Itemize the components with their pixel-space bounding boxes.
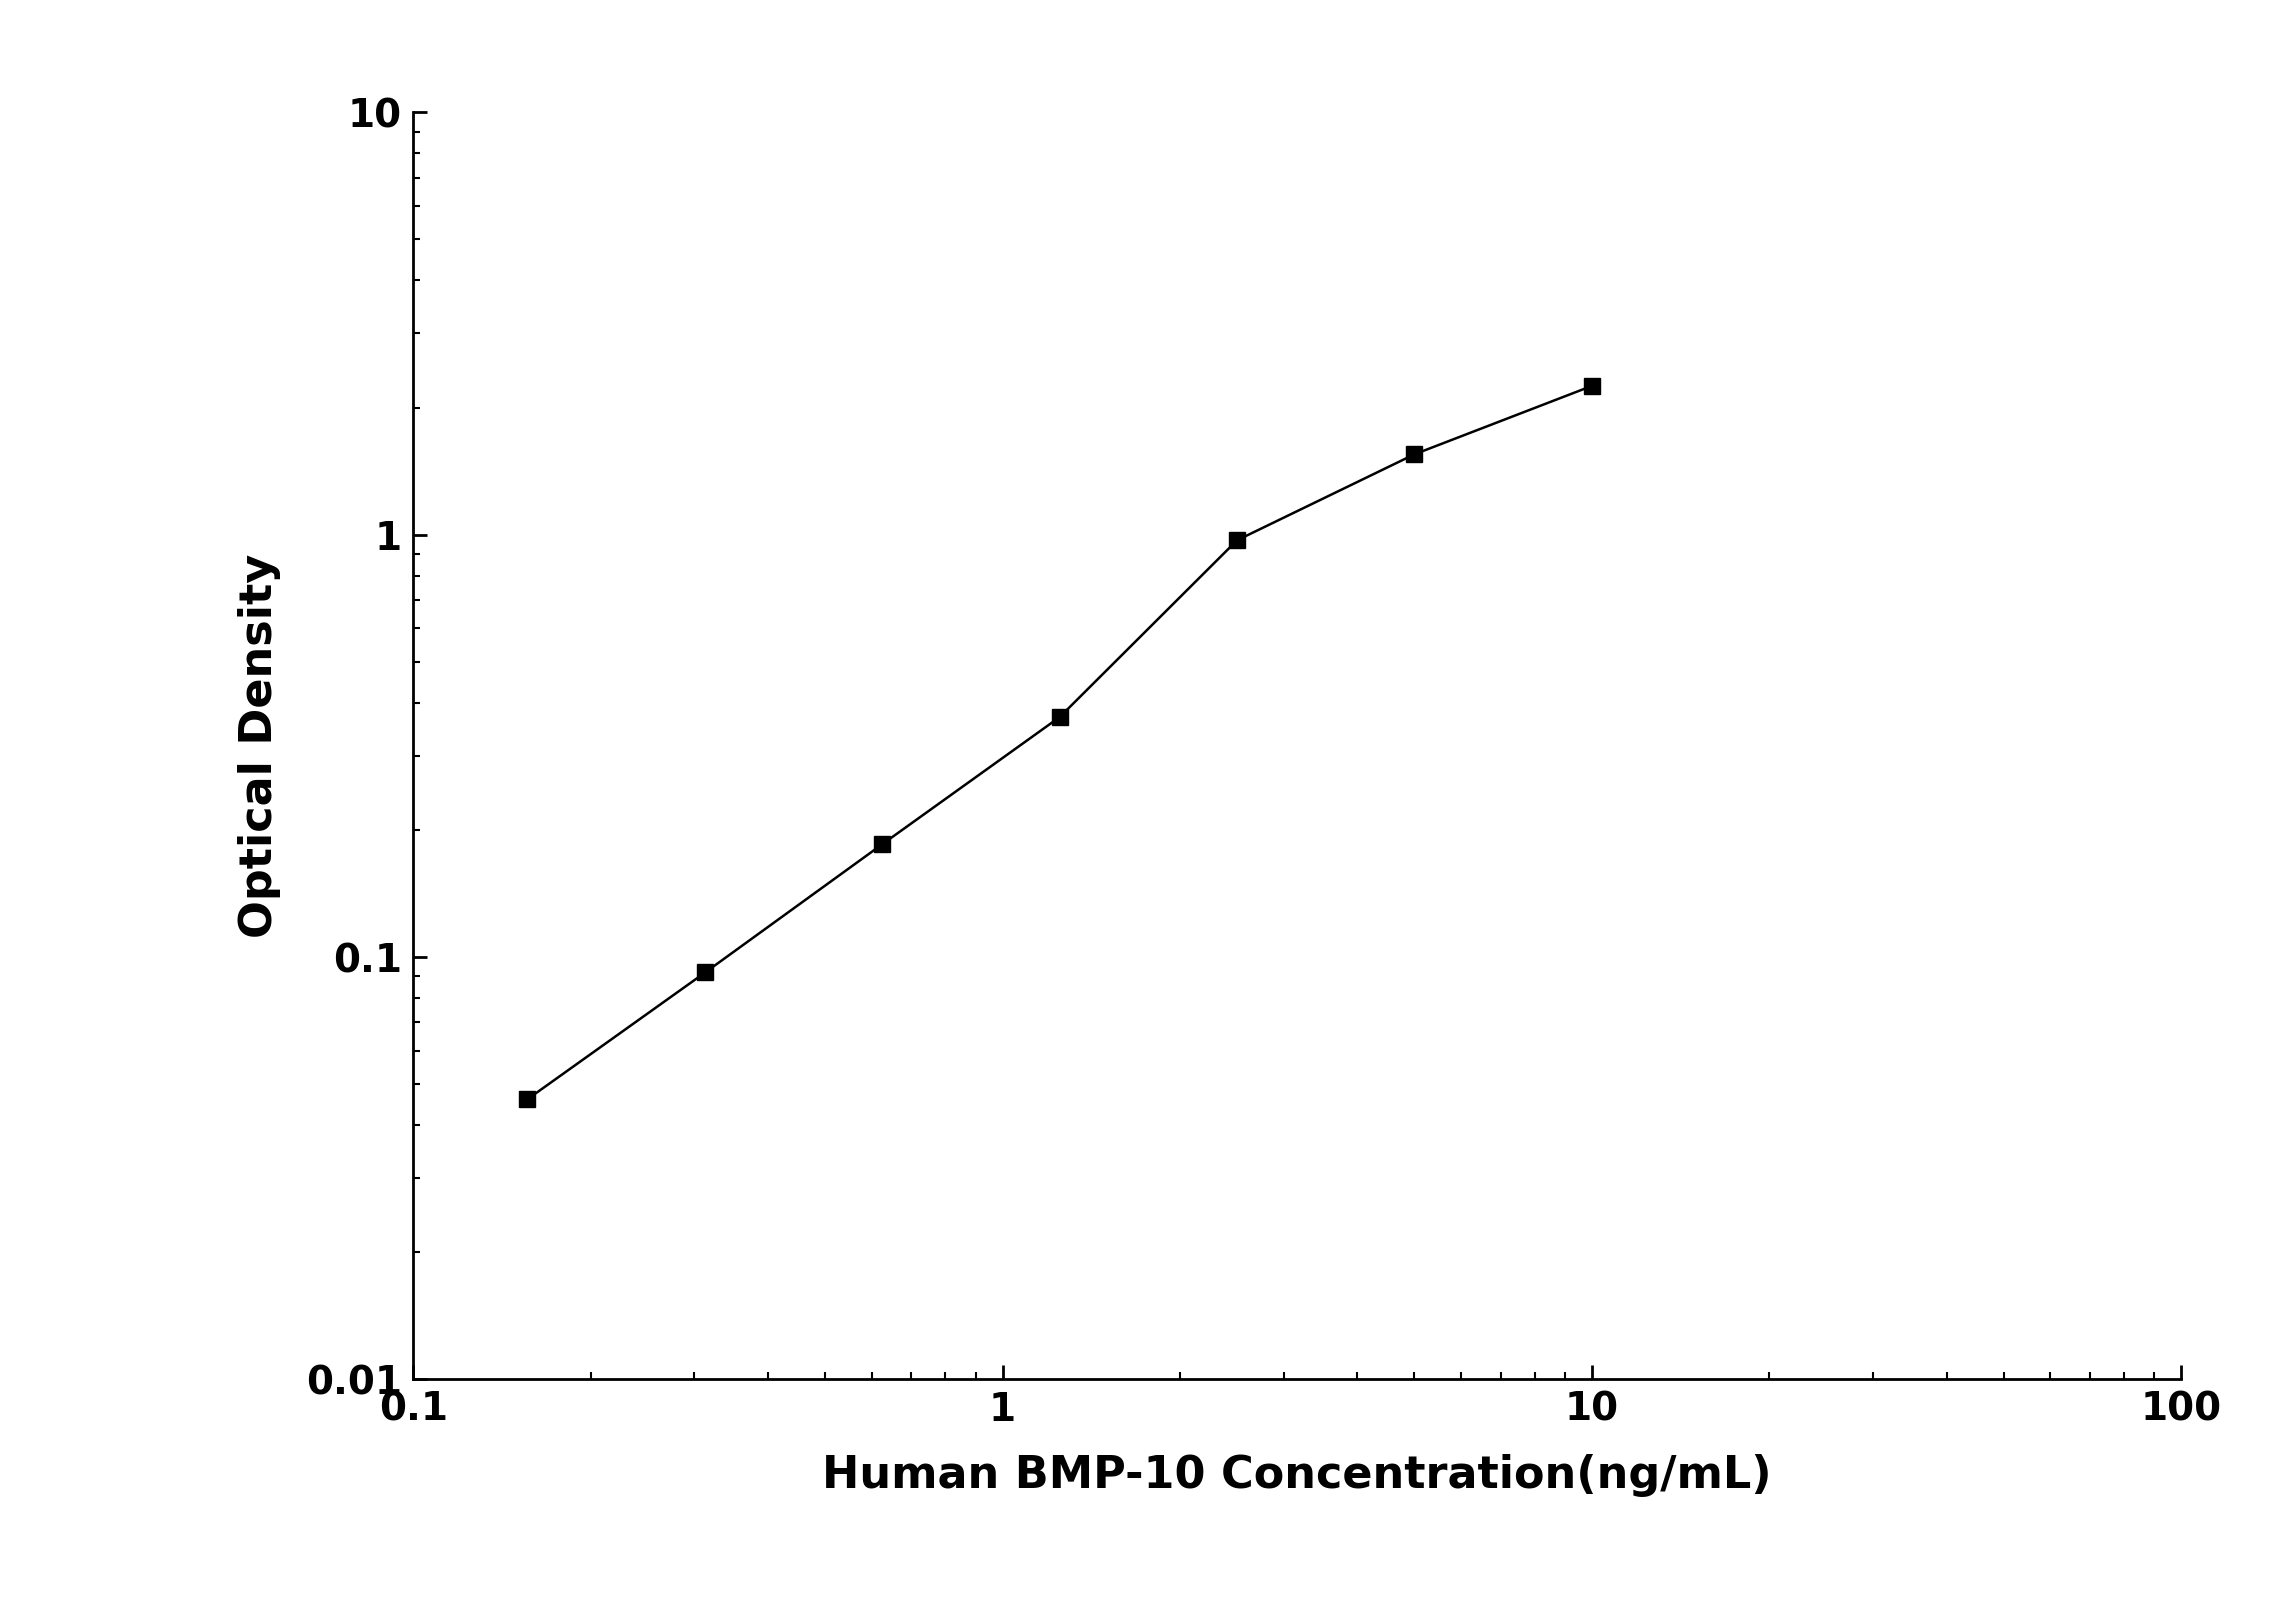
Y-axis label: Optical Density: Optical Density <box>239 553 280 938</box>
X-axis label: Human BMP-10 Concentration(ng/mL): Human BMP-10 Concentration(ng/mL) <box>822 1453 1773 1497</box>
